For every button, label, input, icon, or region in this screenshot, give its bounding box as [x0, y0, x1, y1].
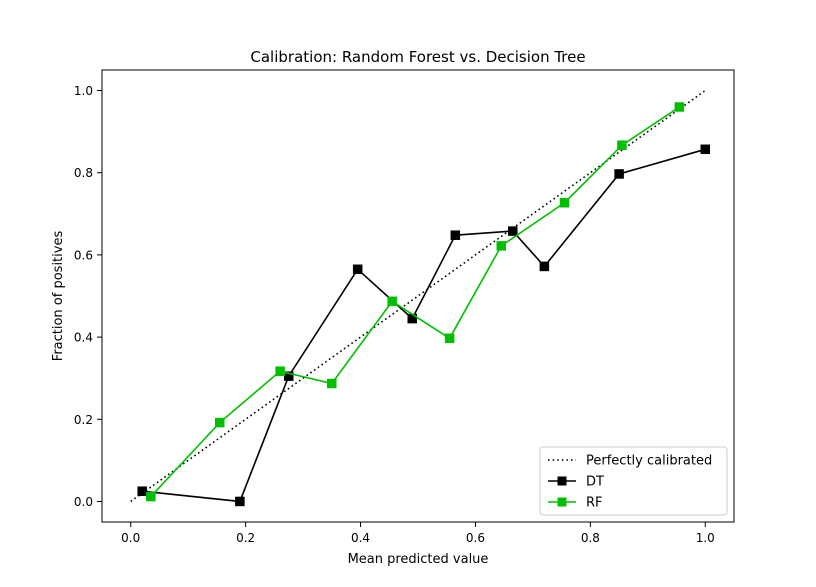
data-point — [215, 417, 225, 428]
data-point — [450, 230, 461, 240]
y-tick-label: 0.2 — [74, 413, 93, 427]
x-tick-label: 0.2 — [236, 531, 255, 545]
legend: Perfectly calibrated DT RF — [539, 446, 728, 516]
x-tick-label: 0.0 — [121, 531, 140, 545]
legend-label: Perfectly calibrated — [586, 454, 712, 469]
data-point — [275, 366, 285, 376]
data-point — [508, 226, 518, 236]
series-line — [142, 148, 706, 503]
ticks-layer: 0.0 0.2 0.4 0.6 0.8 1.0 0.0 0.2 0.4 0.6 0.8 1.0 — [74, 84, 715, 545]
data-point — [539, 261, 550, 272]
data-point — [617, 140, 627, 150]
data-point — [496, 241, 507, 251]
data-point — [352, 264, 363, 275]
x-tick-label: 1.0 — [696, 531, 715, 545]
y-axis-label: Fraction of positives — [51, 231, 66, 362]
legend-label: DT — [586, 475, 604, 490]
legend-marker — [557, 476, 567, 486]
legend-frame — [539, 446, 728, 516]
y-tick-label: 1.0 — [74, 84, 93, 98]
data-point — [327, 378, 337, 389]
data-point — [283, 371, 294, 381]
legend-marker — [557, 497, 567, 507]
series-rf — [146, 102, 685, 502]
series-dt — [137, 144, 711, 507]
x-axis-label: Mean predicted value — [348, 552, 489, 567]
x-tick-label: 0.8 — [581, 531, 600, 545]
series-line — [150, 106, 680, 498]
x-tick-label: 0.4 — [351, 531, 370, 545]
y-tick-label: 0.4 — [74, 331, 93, 345]
data-point — [614, 169, 624, 179]
data-point — [387, 296, 397, 307]
chart-title: Calibration: Random Forest vs. Decision … — [250, 48, 585, 66]
data-point — [444, 333, 455, 344]
data-point — [235, 496, 245, 507]
data-point — [700, 144, 711, 155]
data-point — [146, 491, 156, 502]
y-tick-label: 0.8 — [74, 166, 93, 180]
data-point — [137, 486, 147, 496]
x-tick-label: 0.6 — [466, 531, 485, 545]
y-tick-label: 0.0 — [74, 495, 93, 509]
data-point — [559, 197, 570, 208]
data-point — [674, 102, 685, 112]
y-tick-label: 0.6 — [74, 248, 93, 262]
series-layer — [130, 89, 711, 507]
legend-label: RF — [586, 496, 603, 511]
